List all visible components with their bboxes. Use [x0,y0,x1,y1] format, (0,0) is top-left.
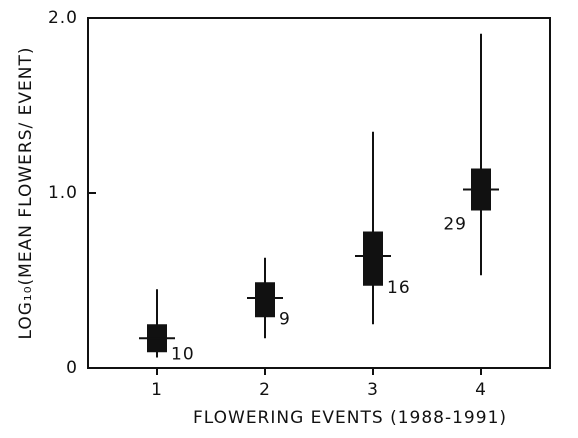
y-tick-label: 0 [66,358,78,378]
x-tick-label: 4 [475,380,487,400]
box [255,282,275,318]
x-tick-label: 1 [151,380,163,400]
sample-size-label: 29 [443,215,467,235]
sample-size-label: 10 [171,344,195,364]
sample-size-label: 9 [279,309,291,329]
y-axis-label: LOG₁₀(MEAN FLOWERS/ EVENT) [16,47,36,340]
y-tick-label: 2.0 [48,8,78,28]
x-axis-label: FLOWERING EVENTS (1988-1991) [193,408,507,428]
x-tick-label: 2 [259,380,271,400]
sample-size-label: 16 [387,278,411,298]
y-tick-label: 1.0 [48,183,78,203]
x-tick-label: 3 [367,380,379,400]
box [363,231,383,286]
